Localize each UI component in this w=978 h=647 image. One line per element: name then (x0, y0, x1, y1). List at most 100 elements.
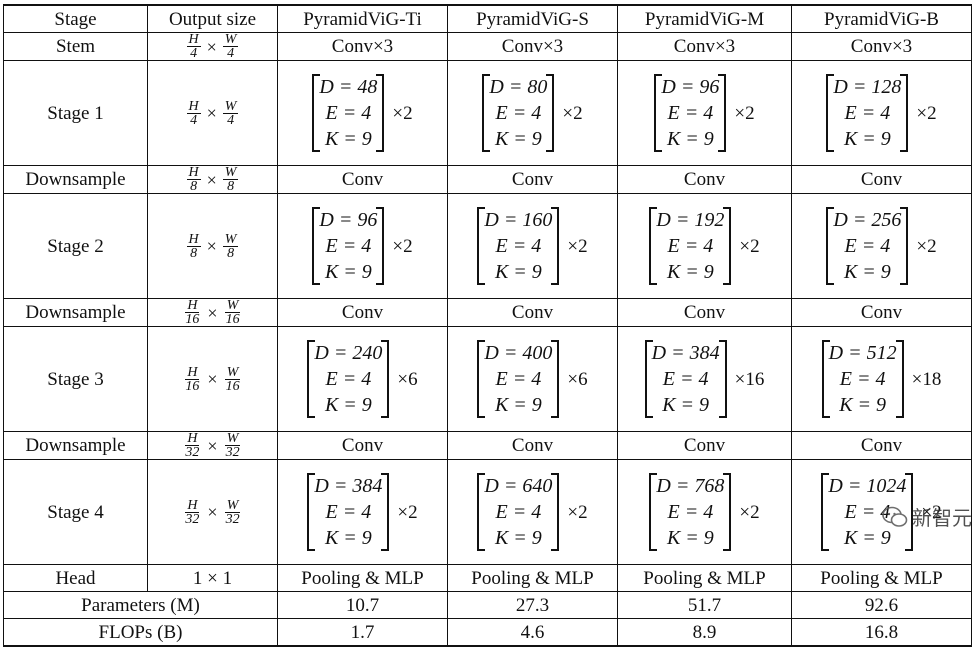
row-label: FLOPs (B) (3, 618, 278, 647)
neighbors-value: K = 9 (666, 527, 714, 549)
config-cell: D = 400 E = 4 K = 9 ×6 (447, 326, 618, 432)
header-cell: Output size (147, 4, 278, 33)
config-cell: D = 128 E = 4 K = 9 ×2 (791, 60, 972, 166)
config-matrix: D = 240 E = 4 K = 9 ×6 (307, 340, 418, 418)
output-size: H 8 × W 8 (147, 165, 278, 194)
expansion-value: E = 4 (495, 501, 542, 523)
downsample-row: Downsample H 8 × W 8 Conv Conv Conv Conv (3, 165, 972, 194)
header-cell: PyramidViG-B (791, 4, 972, 33)
expansion-value: E = 4 (839, 368, 886, 390)
row-label: Stem (3, 32, 148, 61)
fraction: W 16 (224, 364, 241, 394)
cell: Conv (277, 431, 448, 460)
block-multiplier: ×2 (734, 102, 755, 124)
cell: Pooling & MLP (791, 564, 972, 592)
config-matrix: D = 192 E = 4 K = 9 ×2 (649, 207, 760, 285)
config-cell: D = 384 E = 4 K = 9 ×16 (617, 326, 792, 432)
dim-value: D = 768 (656, 475, 725, 497)
cell: Conv (277, 165, 448, 194)
output-size: H 32 × W 32 (147, 431, 278, 460)
row-label: Stage 1 (3, 60, 148, 166)
block-multiplier: ×2 (562, 102, 583, 124)
block-multiplier: ×6 (397, 368, 418, 390)
neighbors-value: K = 9 (324, 394, 372, 416)
expansion-value: E = 4 (667, 501, 714, 523)
output-size: H 16 × W 16 (147, 326, 278, 432)
config-cell: D = 256 E = 4 K = 9 ×2 (791, 193, 972, 299)
watermark-text: 新智元 (912, 506, 972, 530)
dim-value: D = 240 (314, 342, 383, 364)
fraction: W 32 (224, 497, 241, 527)
block-multiplier: ×2 (916, 235, 937, 257)
downsample-row: Downsample H 32 × W 32 Conv Conv Conv Conv (3, 431, 972, 460)
row-label: Stage 4 (3, 459, 148, 565)
cell: Conv (617, 431, 792, 460)
config-cell: D = 96 E = 4 K = 9 ×2 (617, 60, 792, 166)
config-matrix: D = 80 E = 4 K = 9 ×2 (482, 74, 583, 152)
config-matrix: D = 256 E = 4 K = 9 ×2 (826, 207, 937, 285)
neighbors-value: K = 9 (324, 128, 372, 150)
dim-value: D = 128 (833, 76, 902, 98)
config-cell: D = 1024 E = 4 K = 9 ×2 (791, 459, 972, 565)
architecture-table: Stage Output size PyramidViG-Ti PyramidV… (3, 4, 972, 647)
block-multiplier: ×2 (921, 501, 942, 523)
expansion-value: E = 4 (325, 368, 372, 390)
config-matrix: D = 400 E = 4 K = 9 ×6 (477, 340, 588, 418)
watermark: 新智元 (882, 502, 972, 531)
config-matrix: D = 384 E = 4 K = 9 ×16 (644, 340, 765, 418)
expansion-value: E = 4 (844, 235, 891, 257)
config-cell: D = 160 E = 4 K = 9 ×2 (447, 193, 618, 299)
fraction: H 16 (185, 364, 200, 394)
expansion-value: E = 4 (844, 102, 891, 124)
expansion-value: E = 4 (844, 501, 891, 523)
cell: Pooling & MLP (277, 564, 448, 592)
expansion-value: E = 4 (667, 102, 714, 124)
config-cell: D = 768 E = 4 K = 9 ×2 (617, 459, 792, 565)
config-matrix: D = 512 E = 4 K = 9 ×18 (821, 340, 942, 418)
row-label: Downsample (3, 431, 148, 460)
dim-value: D = 640 (484, 475, 553, 497)
dim-value: D = 400 (484, 342, 553, 364)
params-row: Parameters (M) 10.7 27.3 51.7 92.6 (3, 591, 972, 619)
config-cell: D = 240 E = 4 K = 9 ×6 (277, 326, 448, 432)
cell: 27.3 (447, 591, 618, 619)
fraction: W 16 (224, 298, 241, 327)
cell: Conv×3 (447, 32, 618, 61)
neighbors-value: K = 9 (843, 527, 891, 549)
downsample-row: Downsample H 16 × W 16 Conv Conv Conv Conv (3, 298, 972, 327)
dim-value: D = 512 (828, 342, 897, 364)
cell: Conv×3 (617, 32, 792, 61)
config-cell: D = 48 E = 4 K = 9 ×2 (277, 60, 448, 166)
neighbors-value: K = 9 (843, 128, 891, 150)
dim-value: D = 192 (656, 209, 725, 231)
neighbors-value: K = 9 (666, 261, 714, 283)
row-label: Stage 2 (3, 193, 148, 299)
config-cell: D = 96 E = 4 K = 9 ×2 (277, 193, 448, 299)
config-matrix: D = 384 E = 4 K = 9 ×2 (307, 473, 418, 551)
expansion-value: E = 4 (662, 368, 709, 390)
block-multiplier: ×2 (916, 102, 937, 124)
output-size: 1 × 1 (147, 564, 278, 592)
output-size: H 8 × W 8 (147, 193, 278, 299)
block-multiplier: ×18 (911, 368, 942, 390)
block-multiplier: ×2 (392, 235, 413, 257)
row-label: Head (3, 564, 148, 592)
neighbors-value: K = 9 (494, 128, 542, 150)
block-multiplier: ×2 (392, 102, 413, 124)
cell: 92.6 (791, 591, 972, 619)
neighbors-value: K = 9 (494, 394, 542, 416)
block-multiplier: ×16 (734, 368, 765, 390)
stage-row: Stage 1 H 4 × W 4 D = 48 E = 4 K = 9 ×2 D = 80 E = … (3, 60, 972, 166)
dim-value: D = 48 (319, 76, 378, 98)
cell: Conv (447, 431, 618, 460)
expansion-value: E = 4 (495, 235, 542, 257)
cell: Conv (617, 165, 792, 194)
cell: Conv×3 (277, 32, 448, 61)
output-size: H 4 × W 4 (147, 60, 278, 166)
dim-value: D = 384 (651, 342, 720, 364)
wechat-icon (882, 506, 908, 527)
config-cell: D = 192 E = 4 K = 9 ×2 (617, 193, 792, 299)
